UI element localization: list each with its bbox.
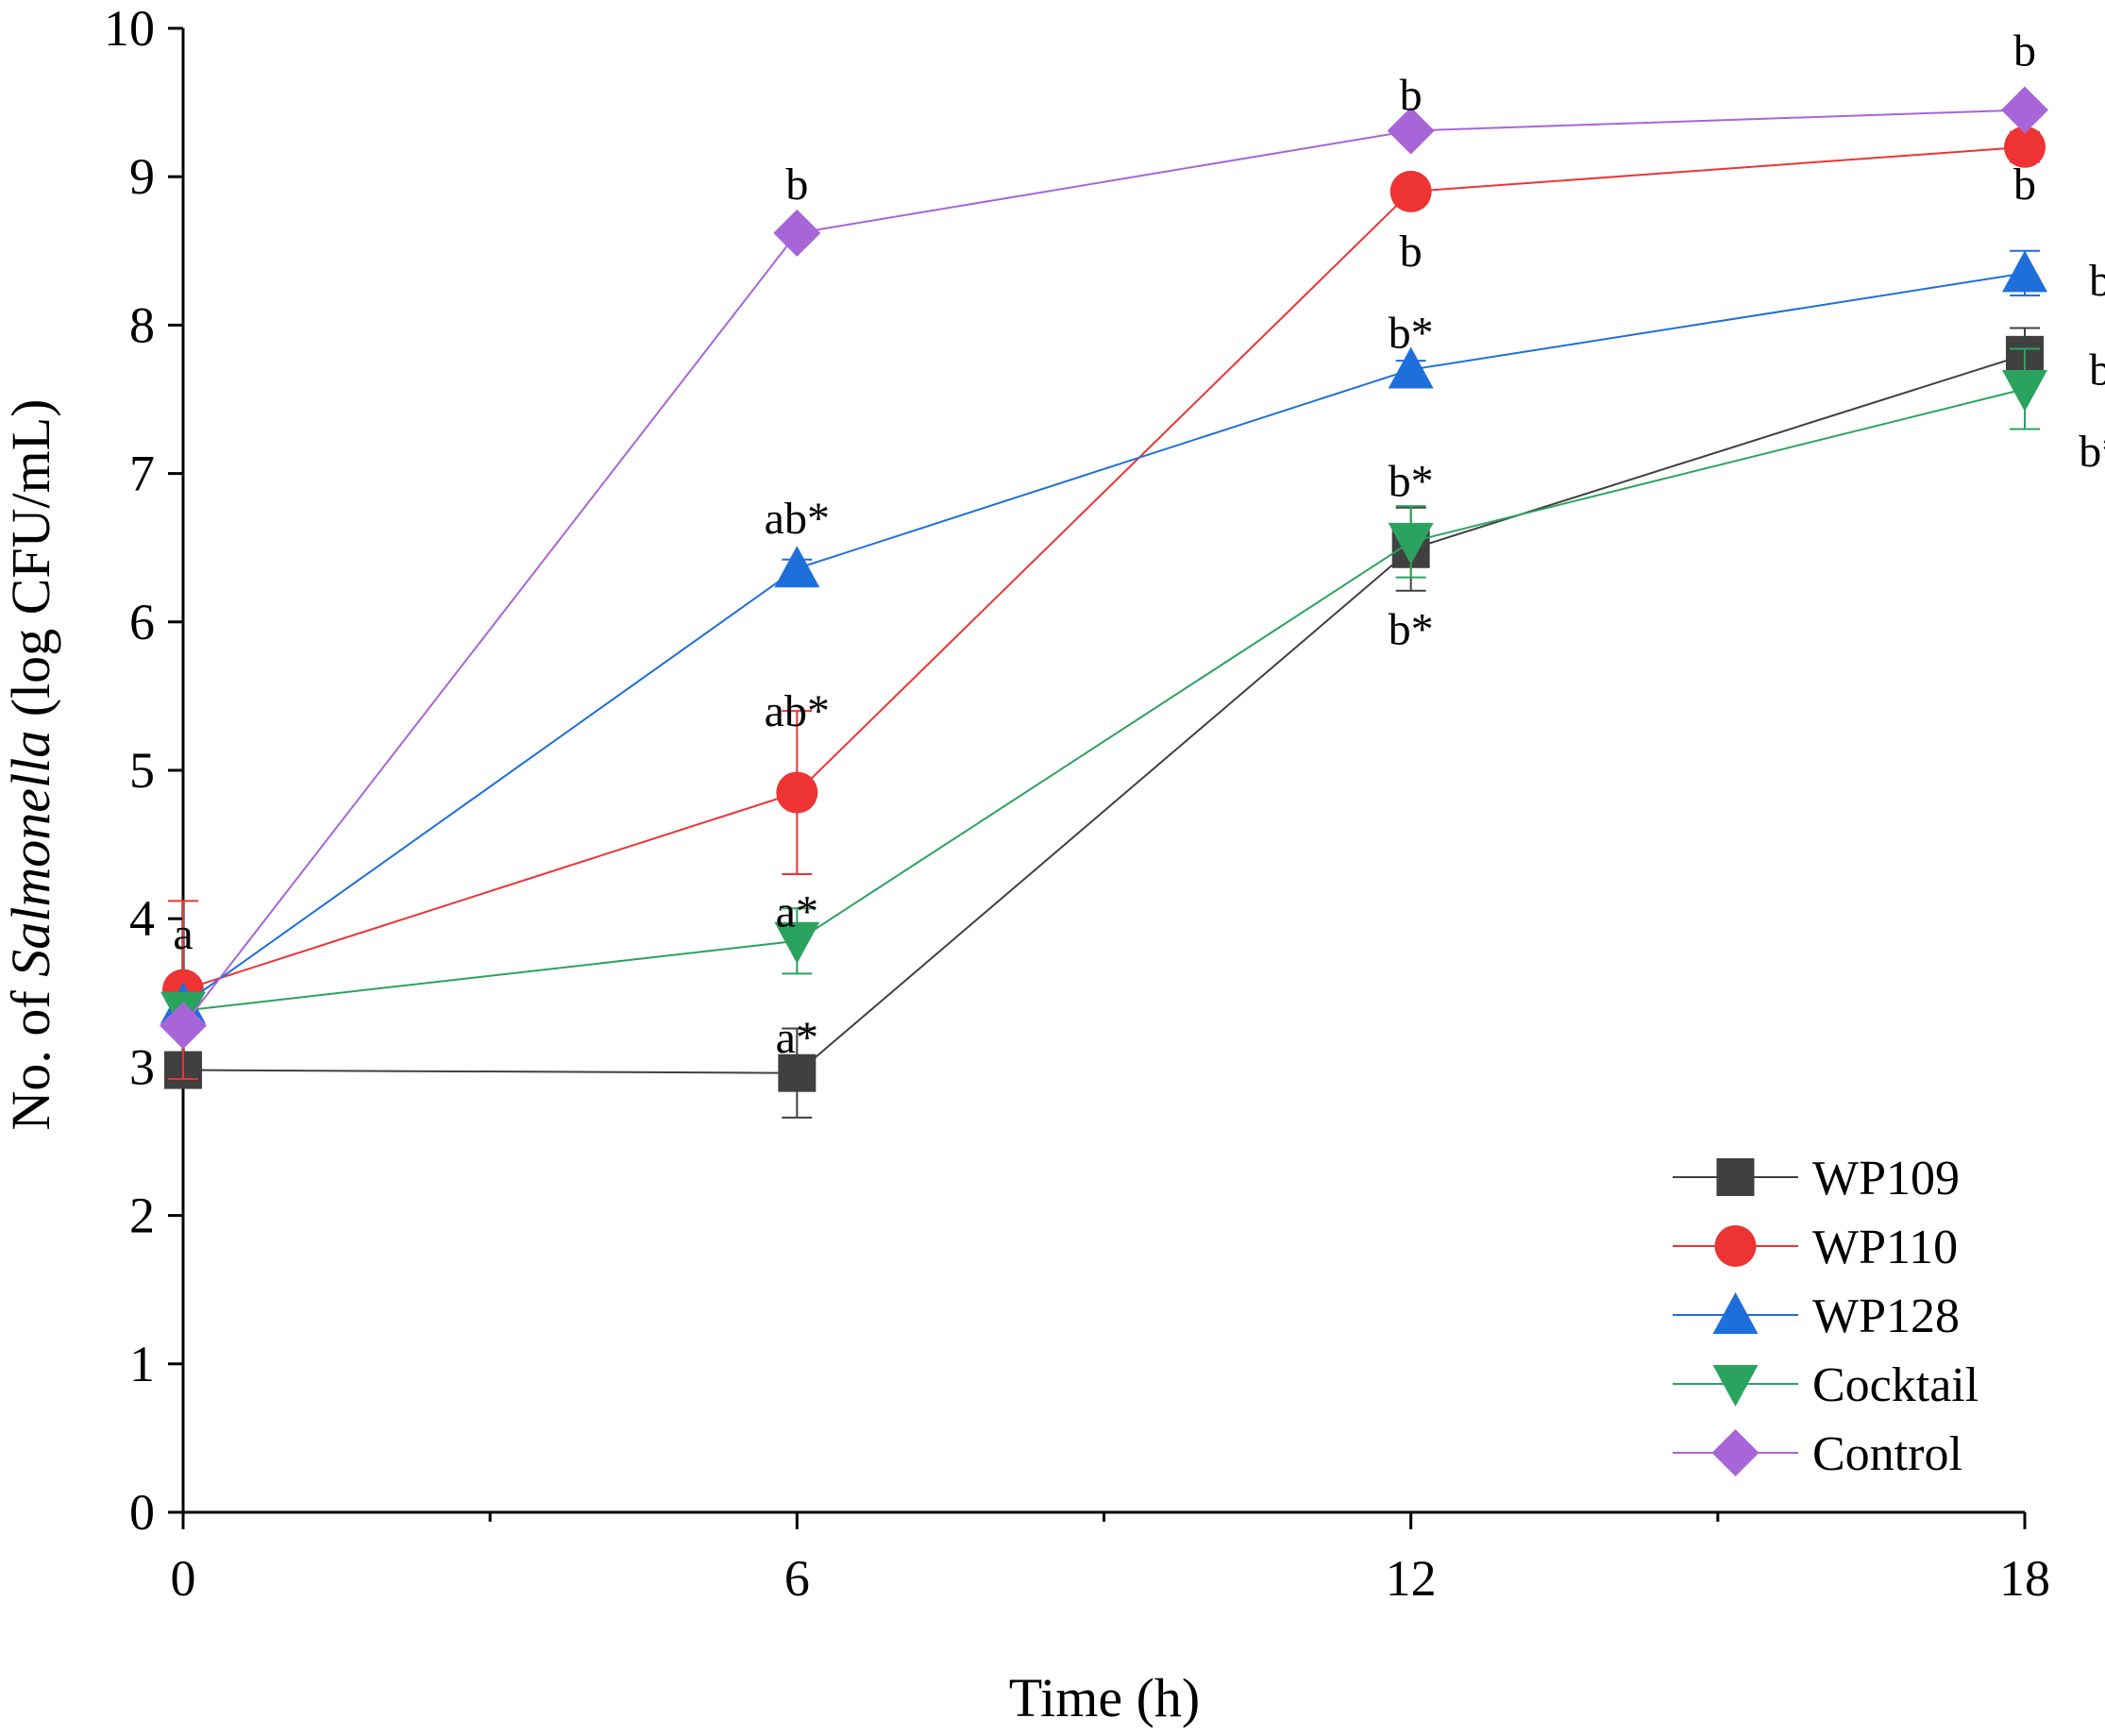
legend-label-wp109: WP109 <box>1812 1152 1960 1205</box>
series-line-wp109 <box>182 353 2026 1074</box>
y-axis-title-prefix: No. of <box>0 977 61 1131</box>
series-line-wp128 <box>182 272 2026 1006</box>
y-tick-label: 8 <box>129 296 155 353</box>
series-layer <box>160 86 2048 1119</box>
series-cocktail <box>160 347 2047 1034</box>
significance-label: b* <box>2089 256 2105 306</box>
significance-label: a* <box>776 886 818 936</box>
series-control <box>160 86 2048 1050</box>
x-tick-label: 12 <box>1386 1550 1437 1607</box>
series-wp110 <box>162 126 2046 1080</box>
legend-marker-cocktail <box>1712 1365 1759 1407</box>
legend-marker-wp128 <box>1712 1292 1759 1334</box>
data-point-control <box>160 1002 207 1050</box>
legend-label-wp110: WP110 <box>1812 1221 1958 1274</box>
significance-label: b <box>785 160 808 210</box>
legend-label-cocktail: Cocktail <box>1812 1358 1979 1412</box>
data-point-wp128 <box>2002 250 2047 293</box>
x-tick-label: 0 <box>171 1550 196 1607</box>
data-point-wp128 <box>1388 346 1434 389</box>
series-wp109 <box>164 327 2044 1119</box>
significance-label: b <box>2013 160 2036 210</box>
data-point-control <box>773 209 821 257</box>
y-tick-label: 6 <box>129 594 155 650</box>
y-tick-label: 1 <box>129 1336 155 1392</box>
legend-label-control: Control <box>1812 1427 1962 1481</box>
data-point-wp110 <box>2004 126 2046 168</box>
y-tick-label: 10 <box>104 0 155 57</box>
legend-marker-wp109 <box>1716 1158 1755 1196</box>
y-axis-title-italic: Salmonella <box>0 731 61 977</box>
data-point-control <box>1387 107 1435 155</box>
significance-label: ab* <box>765 686 830 736</box>
significance-label: b* <box>1389 456 1434 506</box>
x-axis-title: Time (h) <box>1009 1667 1201 1728</box>
series-line-control <box>182 109 2026 1026</box>
significance-label: a <box>173 909 193 959</box>
significance-label: b* <box>1389 308 1434 358</box>
legend-marker-wp110 <box>1714 1225 1757 1267</box>
significance-label: b* <box>1389 605 1434 655</box>
significance-label: b* <box>2089 346 2105 396</box>
legend-marker-control <box>1711 1429 1760 1476</box>
data-point-wp128 <box>774 546 820 588</box>
significance-label: b* <box>2079 427 2105 477</box>
y-tick-label: 7 <box>129 446 155 502</box>
significance-label: b <box>1400 227 1423 277</box>
data-point-cocktail <box>774 921 820 964</box>
data-point-cocktail <box>2002 369 2047 412</box>
series-line-cocktail <box>182 388 2026 1012</box>
series-line-wp110 <box>182 145 2026 991</box>
y-tick-label: 0 <box>129 1484 155 1541</box>
data-point-control <box>2001 86 2048 134</box>
y-axis-title-suffix: (log CFU/mL) <box>0 399 61 731</box>
y-axis-title: No. of Salmonella (log CFU/mL) <box>0 399 61 1131</box>
legend: WP109 WP110 WP128 Cocktail Control <box>1673 1152 1979 1481</box>
legend-label-wp128: WP128 <box>1812 1289 1960 1343</box>
significance-label: b <box>1400 71 1423 121</box>
annotation-layer: a a* a* ab* ab* b b b b* b* b* b b b* b* b* <box>173 26 2105 1063</box>
data-point-cocktail <box>1388 522 1434 565</box>
y-tick-label: 5 <box>129 742 155 799</box>
y-tick-label: 2 <box>129 1188 155 1244</box>
x-tick-label: 18 <box>1999 1550 2050 1607</box>
data-point-wp110 <box>1389 170 1432 212</box>
x-tick-label: 6 <box>784 1550 810 1607</box>
significance-label: ab* <box>765 494 830 544</box>
data-point-wp109 <box>778 1053 817 1092</box>
y-tick-label: 3 <box>129 1038 155 1095</box>
significance-label: b <box>2013 26 2036 76</box>
series-wp128 <box>160 249 2047 1024</box>
y-tick-label: 9 <box>129 148 155 205</box>
y-tick-label: 4 <box>129 890 155 947</box>
data-point-wp110 <box>776 771 818 814</box>
significance-label: a* <box>776 1013 818 1063</box>
